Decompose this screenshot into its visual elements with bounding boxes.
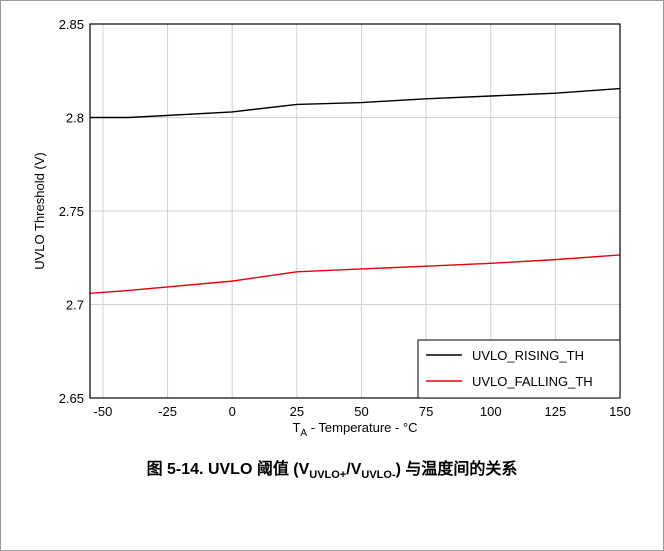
x-tick-label: 0: [229, 404, 236, 419]
x-axis-label-sub: A: [300, 428, 307, 439]
series-group: [89, 87, 621, 294]
y-tick-labels: 2.65 2.7 2.75 2.8 2.85: [59, 17, 84, 406]
caption-sub-2: UVLO-: [361, 469, 396, 482]
figure-caption: 图 5-14. UVLO 阈值 (VUVLO+/VUVLO-) 与温度间的关系: [0, 455, 664, 481]
uvlo-threshold-chart: -50 -25 0 25 50 75 100 125 150 2.65 2.7 2.75 2.8 2.8…: [32, 17, 631, 439]
series-line: [90, 87, 621, 119]
x-tick-label: 100: [480, 404, 502, 419]
caption-prefix: 图 5-14. UVLO 阈值 (V: [146, 461, 310, 478]
x-tick-labels: -50 -25 0 25 50 75 100 125 150: [94, 404, 631, 419]
x-axis-label: TA - Temperature - °C: [292, 420, 417, 439]
legend-label: UVLO_RISING_TH: [472, 348, 584, 363]
caption-suffix: ) 与温度间的关系: [395, 461, 518, 478]
y-tick-label: 2.7: [66, 298, 84, 313]
y-tick-label: 2.75: [59, 204, 84, 219]
y-axis-label: UVLO Threshold (V): [32, 152, 47, 270]
y-tick-label: 2.85: [59, 17, 84, 32]
x-tick-label: 75: [419, 404, 433, 419]
x-axis-label-rest: - Temperature - °C: [307, 420, 417, 435]
x-axis-label-main: T: [292, 420, 300, 435]
x-tick-label: 150: [609, 404, 631, 419]
legend-label: UVLO_FALLING_TH: [472, 374, 593, 389]
x-tick-label: 125: [545, 404, 567, 419]
x-tick-label: 25: [290, 404, 304, 419]
caption-sub-1: UVLO+: [309, 469, 347, 482]
y-tick-label: 2.8: [66, 111, 84, 126]
x-tick-label: -50: [94, 404, 113, 419]
y-tick-label: 2.65: [59, 391, 84, 406]
series-line: [89, 254, 621, 294]
caption-mid: /V: [346, 461, 362, 478]
x-tick-label: 50: [354, 404, 368, 419]
legend: UVLO_RISING_TH UVLO_FALLING_TH: [417, 339, 621, 399]
plot-border: [89, 23, 621, 399]
grid: [90, 24, 620, 398]
legend-box: [417, 339, 621, 399]
x-tick-label: -25: [158, 404, 177, 419]
